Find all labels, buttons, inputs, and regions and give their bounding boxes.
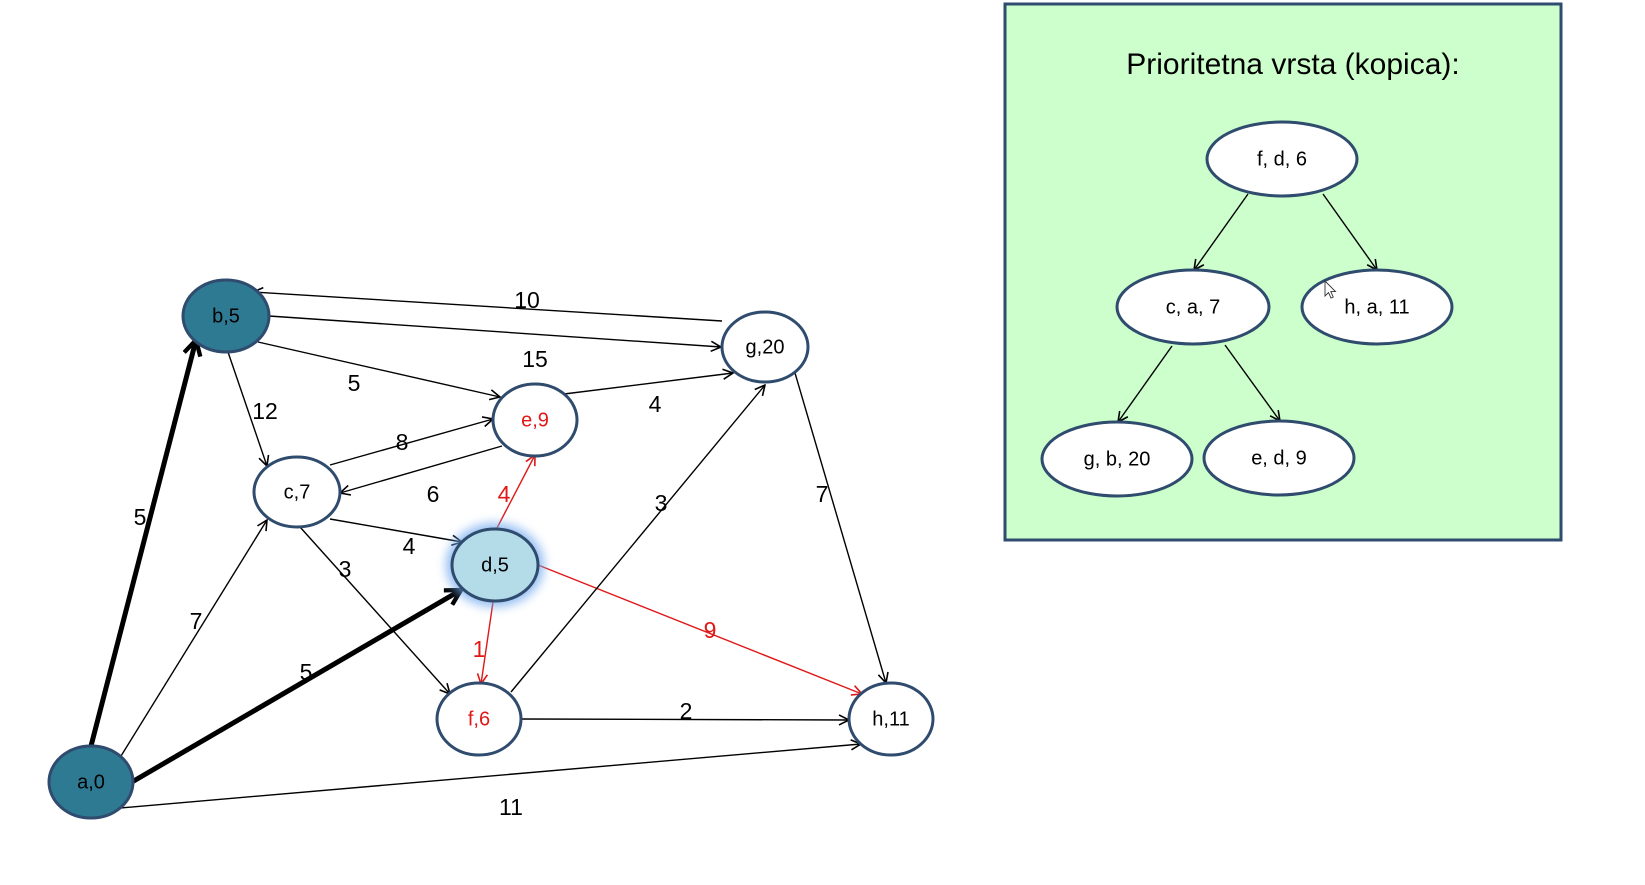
graph-node-a-shape — [47, 744, 135, 820]
graph-node-c-label: c,7 — [284, 481, 311, 503]
graph-node-d: d,5 — [446, 523, 544, 607]
edge-weight-b-c: 12 — [252, 398, 278, 424]
heap-node-h1-label: c, a, 7 — [1166, 296, 1220, 318]
edge-a-b — [88, 340, 196, 747]
heap-node-h3-label: g, b, 20 — [1084, 448, 1151, 470]
heap-edge-h0-h2 — [1322, 193, 1377, 270]
edge-b-g — [268, 315, 721, 347]
heap-node-h4: e, d, 9 — [1202, 419, 1356, 497]
edge-weight-g-h: 7 — [816, 481, 829, 507]
graph-node-a: a,0 — [47, 744, 135, 820]
graph-node-h-shape — [847, 681, 935, 757]
heap-node-h0-shape — [1205, 120, 1359, 198]
edge-weight-d-e: 4 — [498, 481, 511, 507]
mouse-cursor-icon — [1324, 279, 1337, 299]
heap-node-h4-label: e, d, 9 — [1251, 447, 1307, 469]
heap-node-h3: g, b, 20 — [1040, 420, 1194, 498]
priority-queue-title: Prioritetna vrsta (kopica): — [1126, 48, 1459, 81]
edge-e-c — [340, 445, 503, 493]
graph-node-c: c,7 — [252, 455, 342, 529]
edge-f-g — [510, 385, 765, 693]
graph-node-f: f,6 — [435, 681, 523, 757]
graph-node-b: b,5 — [181, 278, 271, 354]
heap-node-h0: f, d, 6 — [1205, 120, 1359, 198]
edge-weight-a-h: 11 — [499, 794, 523, 820]
edge-d-e — [496, 455, 535, 529]
graph-node-c-shape — [252, 455, 342, 529]
graph-node-d-shape — [450, 527, 540, 603]
graph-node-g-label: g,20 — [746, 336, 785, 358]
edge-weight-a-b: 5 — [134, 504, 147, 530]
edge-d-h — [537, 564, 862, 694]
graph-node-e: e,9 — [491, 382, 579, 458]
edge-weight-d-f: 1 — [473, 636, 486, 662]
heap-node-h2-label: h, a, 11 — [1344, 296, 1409, 318]
graph-node-e-shape — [491, 382, 579, 458]
graph-node-a-label: a,0 — [77, 771, 105, 793]
graph-node-b-shape — [181, 278, 271, 354]
edge-f-h — [520, 719, 849, 720]
edge-c-e — [329, 419, 493, 466]
graph-node-f-label: f,6 — [468, 708, 490, 730]
heap-node-h4-shape — [1202, 419, 1356, 497]
graph-node-h-label: h,11 — [872, 708, 909, 730]
edge-a-c — [120, 520, 267, 757]
edge-weight-c-f: 3 — [339, 556, 352, 582]
heap-node-h1-shape — [1115, 268, 1271, 346]
graph-node-f-shape — [435, 681, 523, 757]
edge-weight-f-g: 3 — [655, 490, 668, 516]
edge-b-e — [257, 341, 500, 397]
edge-g-b — [253, 292, 723, 322]
graph-node-g: g,20 — [720, 310, 810, 384]
priority-queue-panel: Prioritetna vrsta (kopica): f, d, 6 c, a,… — [1003, 2, 1563, 542]
heap-node-h3-shape — [1040, 420, 1194, 498]
edge-e-g — [563, 373, 733, 395]
graph-node-g-shape — [720, 310, 810, 384]
heap-edge-h1-h3 — [1118, 345, 1173, 422]
edge-a-h — [119, 744, 861, 809]
heap-node-h2: h, a, 11 — [1300, 268, 1454, 346]
graph-node-h: h,11 — [847, 681, 935, 757]
edge-weight-b-e: 5 — [348, 370, 361, 396]
edge-weight-g-b: 10 — [514, 287, 540, 313]
heap-edges — [1118, 193, 1377, 422]
edge-b-c — [227, 351, 267, 466]
heap-node-h2-shape — [1300, 268, 1454, 346]
graph-node-e-label: e,9 — [521, 409, 549, 431]
edge-weight-a-d: 5 — [300, 659, 313, 685]
edge-weight-e-g: 4 — [649, 391, 662, 417]
heap-nodes: f, d, 6 c, a, 7 h, a, 11 g, b, 20 e, d, 9 — [1040, 120, 1454, 498]
edge-a-d — [130, 590, 461, 785]
edge-g-h — [794, 372, 886, 683]
edge-weight-a-c: 7 — [190, 608, 203, 634]
edge-d-f — [481, 601, 494, 684]
edge-c-f — [299, 526, 450, 694]
heap-node-h0-label: f, d, 6 — [1257, 148, 1307, 170]
edge-weight-e-c: 6 — [427, 481, 440, 507]
graph-nodes: b,5 g,20 e,9 c,7 d,5 f,6 h,11 a,0 — [47, 278, 935, 820]
graph-node-b-label: b,5 — [212, 305, 240, 327]
graph-node-d-label: d,5 — [481, 554, 509, 576]
edge-weight-c-d: 4 — [403, 533, 416, 559]
edge-weight-c-e: 8 — [396, 429, 409, 455]
edge-weight-f-h: 2 — [680, 698, 693, 724]
heap-edge-h1-h4 — [1224, 344, 1280, 421]
edge-weight-b-g: 15 — [522, 346, 548, 372]
heap-node-h1: c, a, 7 — [1115, 268, 1271, 346]
heap-edge-h0-h1 — [1194, 193, 1249, 270]
graph-edges — [88, 292, 886, 809]
edge-c-d — [329, 518, 462, 542]
edge-weight-d-h: 9 — [704, 617, 717, 643]
